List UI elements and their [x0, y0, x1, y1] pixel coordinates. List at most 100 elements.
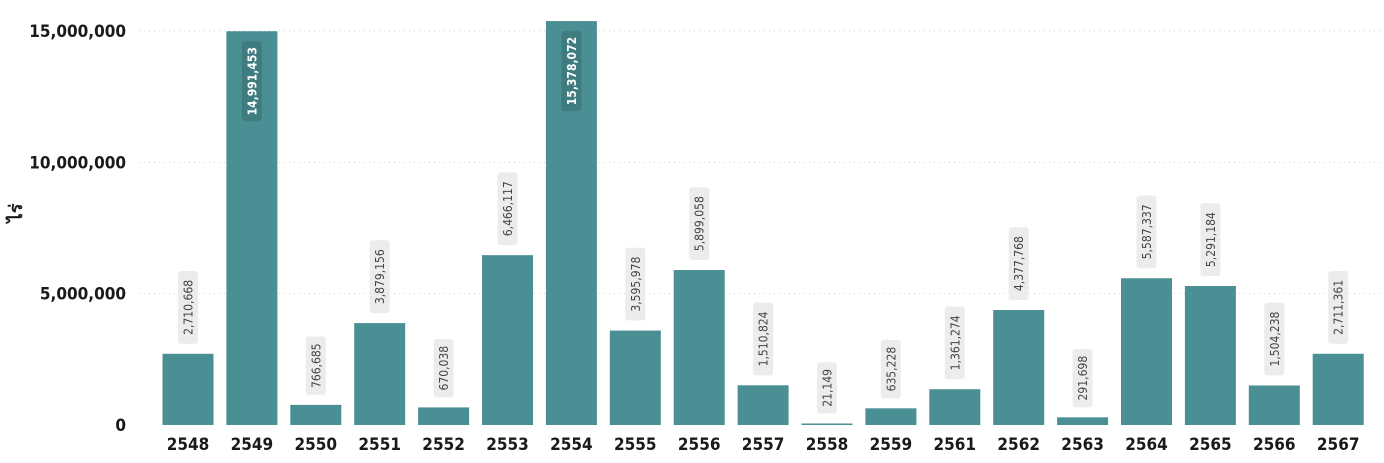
data-label-background: [178, 270, 198, 344]
bar: [865, 408, 917, 425]
data-label-background: [1072, 348, 1093, 408]
data-label-text: 5,587,337: [1140, 204, 1154, 259]
data-label: 2,711,361: [1328, 270, 1349, 344]
x-tick-label: 2562: [997, 435, 1040, 455]
data-label-text: 15,378,072: [565, 37, 579, 105]
data-label: 1,361,274: [944, 306, 965, 380]
bar: [1057, 417, 1109, 425]
data-label-background: [1136, 195, 1157, 269]
data-label-background: [305, 336, 326, 395]
data-label-text: 766,685: [309, 343, 323, 388]
data-label-background: [561, 31, 582, 112]
x-tick-label: 2551: [358, 435, 401, 455]
x-tick-label: 2554: [550, 435, 593, 455]
x-tick-label: 2563: [1061, 435, 1104, 455]
data-label-text: 6,466,117: [501, 181, 515, 236]
data-label-text: 1,361,274: [948, 315, 962, 370]
data-label: 5,587,337: [1136, 195, 1157, 269]
bar: [673, 270, 725, 425]
data-label-text: 4,377,768: [1012, 236, 1026, 291]
x-tick-label: 2553: [486, 435, 529, 455]
data-label-text: 1,504,238: [1268, 311, 1282, 366]
bar: [162, 353, 214, 425]
data-label-background: [753, 302, 774, 376]
data-label-background: [369, 240, 390, 314]
x-tick-label: 2552: [422, 435, 465, 455]
data-label-text: 2,710,668: [182, 280, 196, 335]
x-tick-label: 2550: [295, 435, 338, 455]
x-tick-label: 2558: [806, 435, 849, 455]
data-label-text: 291,698: [1076, 356, 1090, 401]
data-label-text: 635,228: [884, 347, 898, 392]
x-tick-label: 2559: [870, 435, 913, 455]
data-label-text: 3,879,156: [373, 249, 387, 304]
data-label: 21,149: [817, 362, 837, 414]
bar: [354, 323, 406, 425]
bar: [609, 330, 661, 425]
data-label-text: 5,899,058: [693, 196, 707, 251]
data-label-text: 14,991,453: [245, 47, 259, 115]
bar: [929, 389, 981, 425]
bar: [482, 255, 533, 425]
data-label-text: 5,291,184: [1204, 212, 1218, 267]
data-label: 15,378,072: [561, 31, 582, 112]
data-label-background: [625, 247, 646, 321]
data-label-background: [1328, 270, 1349, 344]
data-label: 635,228: [880, 339, 901, 399]
data-label: 6,466,117: [497, 172, 518, 246]
y-tick-label: 10,000,000: [29, 153, 126, 173]
data-label-text: 21,149: [821, 369, 835, 407]
x-tick-label: 2557: [742, 435, 785, 455]
bar: [1312, 353, 1364, 425]
data-label: 4,377,768: [1008, 227, 1029, 301]
bar: [801, 423, 853, 425]
y-tick-label: 5,000,000: [40, 285, 126, 305]
x-tick-label: 2561: [934, 435, 977, 455]
bar: [1121, 278, 1172, 425]
bar: [290, 404, 342, 425]
y-tick-label: 0: [115, 416, 126, 436]
x-tick-label: 2566: [1253, 435, 1296, 455]
data-label: 291,698: [1072, 348, 1093, 408]
data-label: 14,991,453: [241, 41, 262, 122]
bar: [993, 310, 1045, 425]
y-tick-label: 15,000,000: [29, 22, 126, 42]
data-label-text: 670,038: [437, 346, 451, 391]
bar: [1248, 385, 1300, 425]
data-label: 3,595,978: [625, 247, 646, 321]
y-axis-ticks: 0 5,000,000 10,000,000 15,000,000: [29, 22, 126, 436]
grid-lines: [139, 30, 1380, 295]
data-labels: 2,710,668 14,991,453 766,685 3,879,156 670,0…: [178, 31, 1349, 414]
data-label-background: [817, 362, 837, 414]
data-label: 5,291,184: [1200, 203, 1221, 277]
x-tick-label: 2548: [167, 435, 210, 455]
x-tick-label: 2567: [1317, 435, 1360, 455]
data-label-background: [1200, 203, 1221, 277]
x-tick-label: 2564: [1125, 435, 1168, 455]
data-label: 1,504,238: [1264, 302, 1285, 376]
data-label: 2,710,668: [178, 270, 198, 344]
x-tick-label: 2556: [678, 435, 721, 455]
data-label-background: [1008, 227, 1029, 301]
bar: [737, 385, 789, 425]
data-label-text: 3,595,978: [629, 257, 643, 312]
data-label: 766,685: [305, 336, 326, 395]
data-label-text: 1,510,824: [757, 311, 771, 366]
data-label-background: [241, 41, 262, 122]
bar: [418, 407, 470, 425]
bar: [1184, 286, 1236, 425]
data-label: 1,510,824: [753, 302, 774, 376]
data-label-background: [1264, 302, 1285, 376]
x-tick-label: 2555: [614, 435, 657, 455]
data-label-background: [880, 339, 901, 399]
x-tick-label: 2549: [231, 435, 274, 455]
y-axis-label: ไร่: [5, 203, 27, 224]
data-label-background: [433, 339, 454, 398]
data-label-background: [497, 172, 518, 246]
data-label: 3,879,156: [369, 240, 390, 314]
data-label: 5,899,058: [689, 187, 710, 261]
x-tick-label: 2565: [1189, 435, 1232, 455]
data-label: 670,038: [433, 339, 454, 398]
data-label-text: 2,711,361: [1332, 280, 1346, 335]
data-label-background: [689, 187, 710, 261]
